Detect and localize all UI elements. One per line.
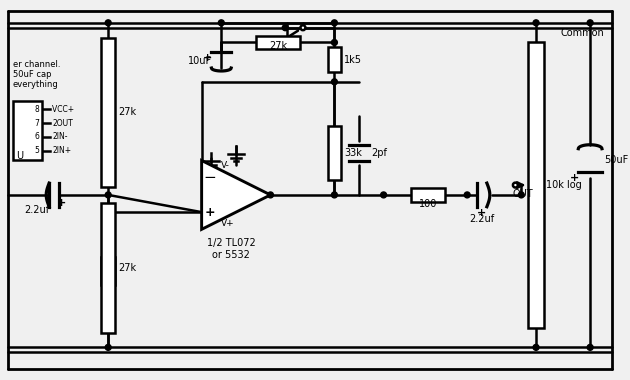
Bar [13, 101, 42, 160]
Circle shape [331, 79, 337, 85]
Text: Common: Common [561, 28, 604, 38]
Circle shape [464, 192, 470, 198]
Text: 27k: 27k [118, 263, 136, 273]
Bar [101, 257, 115, 285]
Circle shape [381, 192, 387, 198]
Circle shape [518, 192, 524, 198]
Text: 27k: 27k [269, 41, 287, 51]
Text: +: + [478, 207, 486, 218]
Text: 6: 6 [35, 132, 39, 141]
Circle shape [587, 20, 593, 26]
Bar [328, 126, 341, 180]
Text: +: + [203, 53, 212, 63]
Text: +: + [570, 173, 579, 183]
Circle shape [533, 344, 539, 350]
Bar [101, 203, 115, 332]
Bar [328, 48, 341, 72]
Circle shape [331, 20, 337, 26]
Text: OUT: OUT [513, 189, 534, 199]
Circle shape [105, 20, 111, 26]
Text: 50uF cap: 50uF cap [13, 70, 51, 79]
Text: −: − [203, 170, 216, 185]
Text: U: U [16, 150, 23, 161]
Circle shape [268, 192, 273, 198]
Circle shape [331, 40, 337, 46]
Bar [101, 38, 115, 187]
Text: 33k: 33k [344, 148, 362, 158]
Text: 2OUT: 2OUT [52, 119, 73, 128]
Text: er channel.: er channel. [13, 60, 60, 69]
Text: 50uF: 50uF [604, 155, 628, 166]
Text: 2pf: 2pf [371, 148, 387, 158]
Circle shape [587, 344, 593, 350]
Text: +: + [57, 198, 67, 208]
Bar [411, 188, 445, 202]
Text: 2IN+: 2IN+ [52, 146, 71, 155]
Circle shape [513, 183, 518, 188]
Polygon shape [202, 160, 270, 230]
Circle shape [533, 20, 539, 26]
Circle shape [105, 344, 111, 350]
Text: 8: 8 [35, 105, 39, 114]
Text: 2.2uf: 2.2uf [469, 214, 495, 225]
Bar [256, 36, 300, 49]
Text: 2IN-: 2IN- [52, 132, 67, 141]
Circle shape [219, 20, 224, 26]
Text: 1k5: 1k5 [344, 55, 362, 65]
Text: 27k: 27k [118, 107, 136, 117]
Text: everything: everything [13, 80, 59, 89]
Text: 10uF: 10uF [188, 56, 212, 66]
Bar [528, 43, 544, 328]
Text: 5: 5 [35, 146, 39, 155]
Text: 100: 100 [419, 199, 437, 209]
Text: 10k log: 10k log [546, 180, 581, 190]
Circle shape [105, 192, 111, 198]
Circle shape [331, 192, 337, 198]
Text: 1/2 TL072
or 5532: 1/2 TL072 or 5532 [207, 238, 256, 260]
Text: 2.2uf: 2.2uf [24, 204, 49, 215]
Text: 7: 7 [35, 119, 39, 128]
Circle shape [301, 25, 306, 30]
Text: V⁠CC+: V⁠CC+ [52, 105, 74, 114]
Text: +: + [204, 206, 215, 218]
Text: V-: V- [221, 162, 230, 170]
Circle shape [282, 25, 288, 31]
Text: V+: V+ [221, 219, 235, 228]
